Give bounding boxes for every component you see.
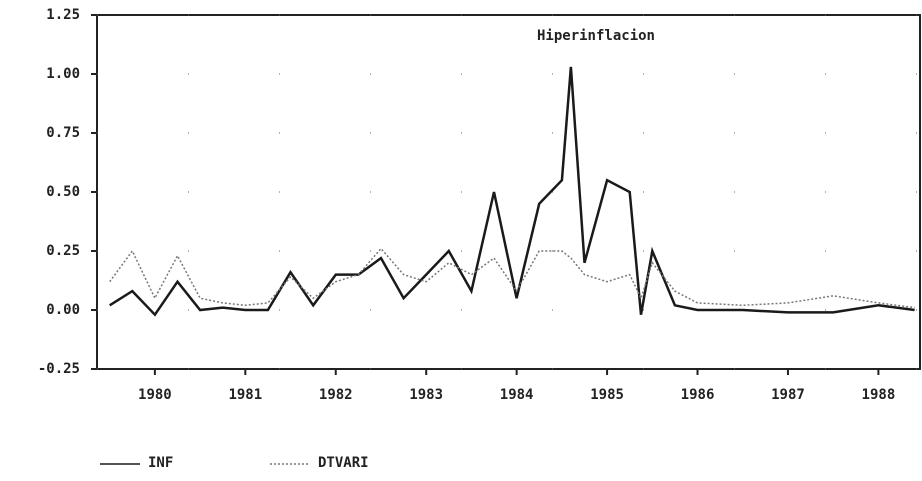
x-tick-label: 1981 — [228, 387, 262, 403]
x-tick-label: 1980 — [138, 387, 172, 403]
legend-label: INF — [148, 455, 173, 471]
y-tick-label: 0.25 — [46, 243, 80, 259]
y-tick-label: 0.00 — [46, 302, 80, 318]
y-tick-label: 0.75 — [46, 125, 80, 141]
legend-label: DTVARI — [318, 455, 369, 471]
y-tick-label: 0.50 — [46, 184, 80, 200]
y-tick-label: -0.25 — [38, 361, 80, 377]
chart-title: Hiperinflacion — [537, 28, 655, 44]
x-tick-label: 1982 — [319, 387, 353, 403]
x-tick-label: 1985 — [590, 387, 624, 403]
series-line — [109, 247, 915, 309]
plot-frame — [96, 14, 921, 370]
y-tick-label: 1.25 — [46, 7, 80, 23]
x-tick-label: 1983 — [409, 387, 443, 403]
x-tick-label: 1987 — [771, 387, 805, 403]
x-tick-label: 1988 — [862, 387, 896, 403]
x-tick-label: 1984 — [500, 387, 534, 403]
y-tick-label: 1.00 — [46, 66, 80, 82]
series-line — [109, 66, 915, 317]
x-tick-label: 1986 — [681, 387, 715, 403]
